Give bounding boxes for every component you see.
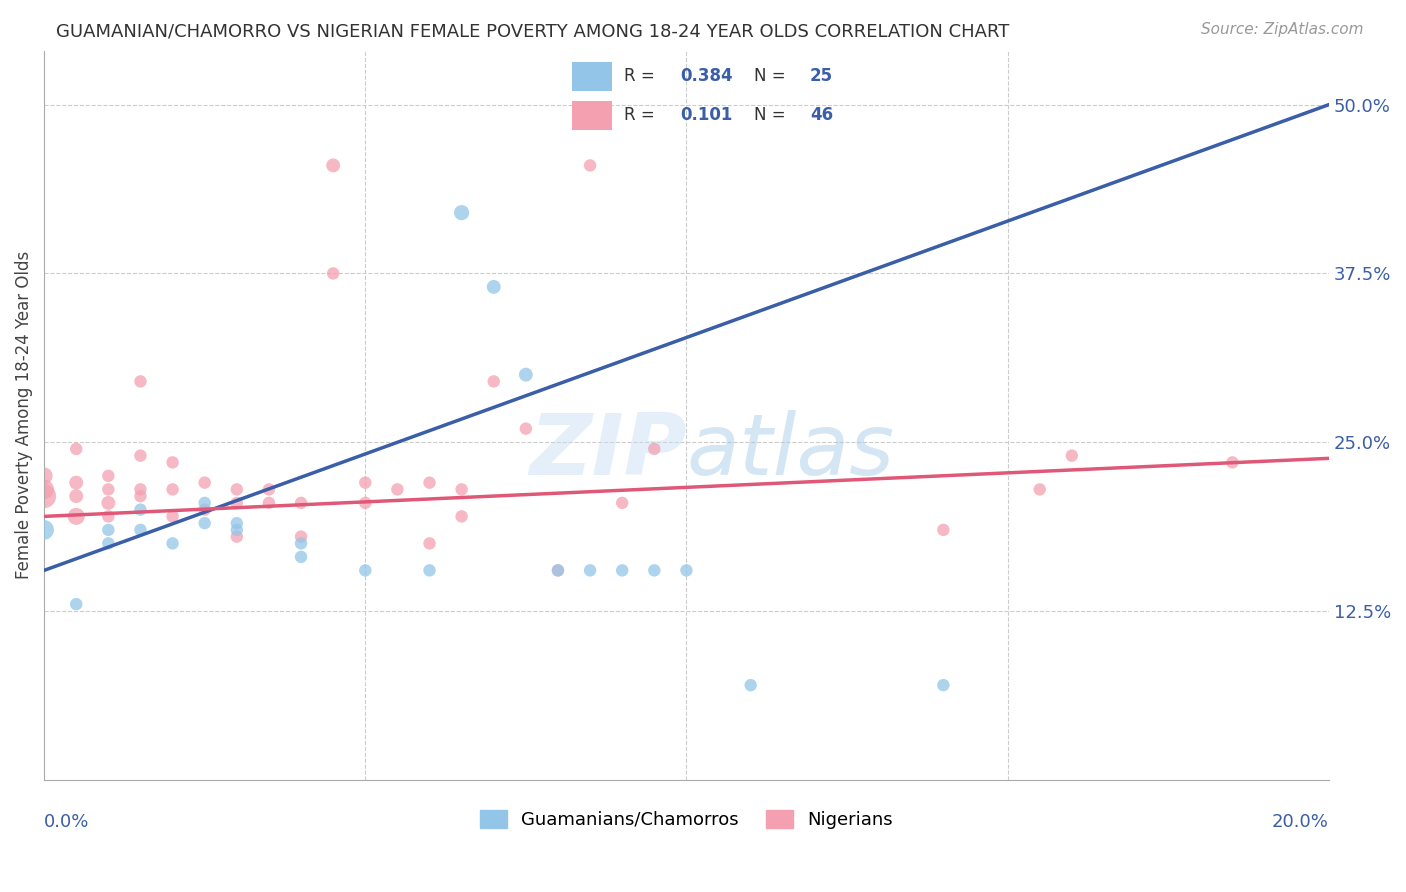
- Text: atlas: atlas: [686, 410, 894, 493]
- FancyBboxPatch shape: [572, 101, 612, 130]
- Text: Source: ZipAtlas.com: Source: ZipAtlas.com: [1201, 22, 1364, 37]
- Point: [129, 375, 152, 389]
- Text: R =: R =: [624, 68, 661, 86]
- Point: [418, 536, 440, 550]
- Point: [32, 489, 55, 503]
- Point: [290, 549, 312, 564]
- Point: [97, 483, 120, 497]
- Text: N =: N =: [754, 68, 792, 86]
- Point: [162, 455, 184, 469]
- Point: [740, 678, 762, 692]
- Point: [612, 496, 634, 510]
- Point: [97, 496, 120, 510]
- Point: [194, 502, 217, 516]
- Text: ZIP: ZIP: [529, 410, 686, 493]
- Text: 0.101: 0.101: [681, 106, 733, 124]
- Point: [387, 483, 409, 497]
- Point: [225, 496, 247, 510]
- Point: [547, 563, 569, 577]
- Point: [322, 267, 344, 281]
- FancyBboxPatch shape: [572, 62, 612, 91]
- Point: [129, 523, 152, 537]
- Text: N =: N =: [754, 106, 792, 124]
- Y-axis label: Female Poverty Among 18-24 Year Olds: Female Poverty Among 18-24 Year Olds: [15, 251, 32, 579]
- Point: [97, 536, 120, 550]
- Point: [418, 475, 440, 490]
- Point: [675, 563, 697, 577]
- Point: [547, 563, 569, 577]
- Point: [65, 475, 87, 490]
- Point: [932, 678, 955, 692]
- Point: [515, 422, 537, 436]
- Point: [65, 489, 87, 503]
- Point: [257, 483, 280, 497]
- Point: [162, 483, 184, 497]
- Point: [354, 563, 377, 577]
- Text: 0.384: 0.384: [681, 68, 733, 86]
- Point: [290, 496, 312, 510]
- Point: [1028, 483, 1050, 497]
- Point: [97, 469, 120, 483]
- Text: GUAMANIAN/CHAMORRO VS NIGERIAN FEMALE POVERTY AMONG 18-24 YEAR OLDS CORRELATION : GUAMANIAN/CHAMORRO VS NIGERIAN FEMALE PO…: [56, 22, 1010, 40]
- Point: [225, 523, 247, 537]
- Point: [225, 516, 247, 530]
- Point: [643, 442, 665, 456]
- Point: [322, 158, 344, 172]
- Point: [32, 523, 55, 537]
- Point: [612, 563, 634, 577]
- Point: [65, 597, 87, 611]
- Legend: Guamanians/Chamorros, Nigerians: Guamanians/Chamorros, Nigerians: [472, 803, 900, 836]
- Text: 20.0%: 20.0%: [1272, 814, 1329, 831]
- Point: [162, 509, 184, 524]
- Point: [194, 516, 217, 530]
- Point: [225, 530, 247, 544]
- Point: [354, 475, 377, 490]
- Point: [579, 563, 602, 577]
- Point: [97, 509, 120, 524]
- Point: [225, 483, 247, 497]
- Point: [194, 496, 217, 510]
- Point: [290, 536, 312, 550]
- Point: [354, 496, 377, 510]
- Point: [129, 502, 152, 516]
- Point: [290, 530, 312, 544]
- Point: [482, 375, 505, 389]
- Point: [418, 563, 440, 577]
- Point: [162, 536, 184, 550]
- Point: [32, 483, 55, 497]
- Point: [129, 449, 152, 463]
- Point: [579, 158, 602, 172]
- Point: [65, 509, 87, 524]
- Point: [450, 509, 472, 524]
- Point: [450, 205, 472, 219]
- Text: 0.0%: 0.0%: [44, 814, 90, 831]
- Point: [194, 475, 217, 490]
- Point: [97, 523, 120, 537]
- Point: [932, 523, 955, 537]
- Point: [1222, 455, 1244, 469]
- Point: [129, 489, 152, 503]
- Point: [257, 496, 280, 510]
- Point: [643, 563, 665, 577]
- Point: [515, 368, 537, 382]
- Point: [482, 280, 505, 294]
- Point: [65, 442, 87, 456]
- Point: [450, 483, 472, 497]
- Text: 25: 25: [810, 68, 832, 86]
- Point: [129, 483, 152, 497]
- Point: [1060, 449, 1083, 463]
- Text: R =: R =: [624, 106, 661, 124]
- Point: [32, 469, 55, 483]
- Text: 46: 46: [810, 106, 832, 124]
